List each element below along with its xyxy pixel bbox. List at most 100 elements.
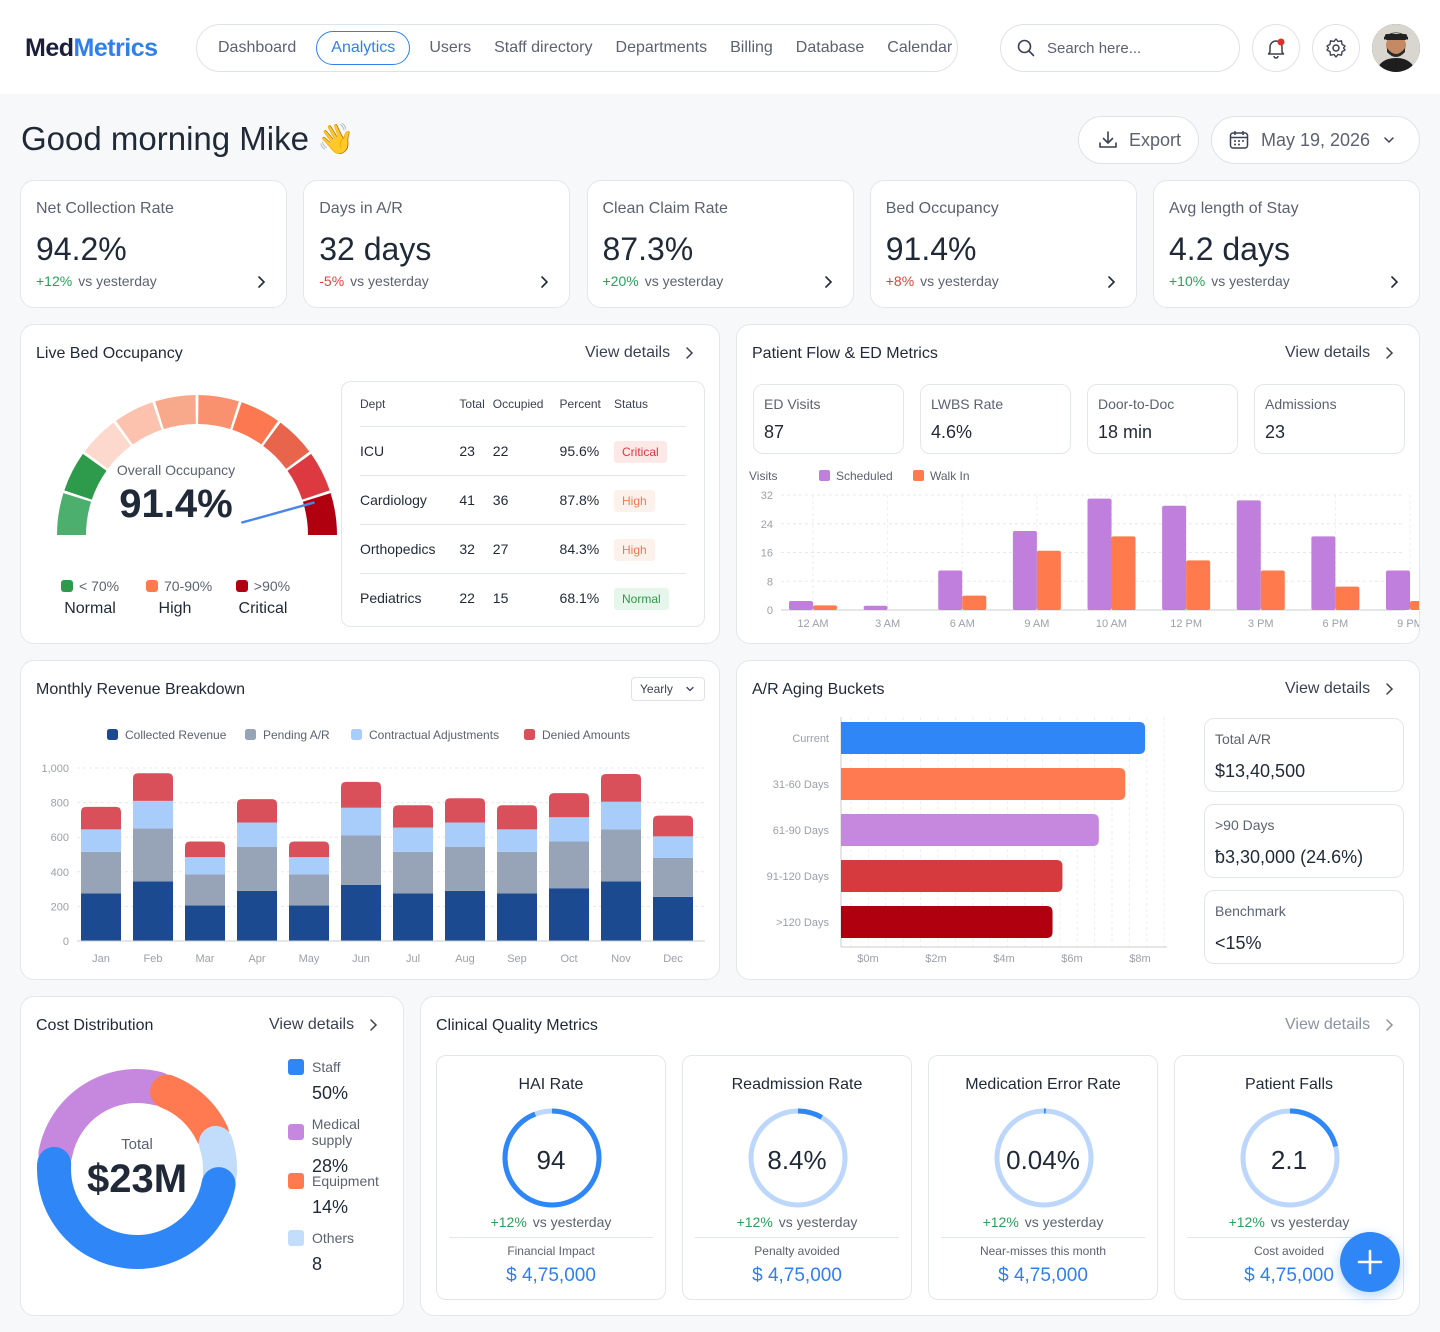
bar-segment-collected-revenue[interactable]	[341, 884, 381, 941]
bar-segment-collected-revenue[interactable]	[289, 905, 329, 941]
bar-segment-denied-amounts[interactable]	[601, 774, 641, 802]
bar-scheduled[interactable]	[1386, 570, 1410, 610]
bar-segment-collected-revenue[interactable]	[237, 890, 277, 941]
bar-segment-contractual-adjustments[interactable]	[133, 800, 173, 829]
bar-segment-pending-a-r[interactable]	[601, 829, 641, 882]
bar-segment-contractual-adjustments[interactable]	[237, 822, 277, 847]
bar-segment-contractual-adjustments[interactable]	[289, 857, 329, 875]
view-details-link[interactable]: View details	[269, 1016, 378, 1034]
kpi-open[interactable]	[1106, 275, 1116, 294]
export-button[interactable]: Export	[1078, 116, 1199, 164]
bar-segment-denied-amounts[interactable]	[445, 798, 485, 823]
bar-segment-contractual-adjustments[interactable]	[81, 829, 121, 852]
nav-item-database[interactable]: Database	[795, 39, 865, 56]
bar-segment-contractual-adjustments[interactable]	[341, 807, 381, 836]
kpi-open[interactable]	[256, 275, 266, 294]
table-row[interactable]: Pediatrics 22 15 68.1% Normal	[360, 573, 686, 622]
bar-scheduled[interactable]	[1162, 505, 1187, 610]
ar-bar[interactable]	[841, 860, 1063, 892]
bar-walk-in[interactable]	[1335, 586, 1360, 610]
bar-walk-in[interactable]	[1260, 570, 1285, 610]
bar-segment-contractual-adjustments[interactable]	[393, 827, 433, 852]
bar-scheduled[interactable]	[789, 601, 813, 610]
view-details-link[interactable]: View details	[1285, 1016, 1394, 1034]
bar-segment-denied-amounts[interactable]	[289, 841, 329, 858]
bar-segment-pending-a-r[interactable]	[185, 874, 225, 906]
kpi-open[interactable]	[539, 275, 549, 294]
bar-segment-contractual-adjustments[interactable]	[653, 836, 693, 858]
bar-segment-pending-a-r[interactable]	[445, 846, 485, 891]
bar-scheduled[interactable]	[1311, 536, 1336, 610]
bar-scheduled[interactable]	[1012, 530, 1037, 610]
bar-segment-contractual-adjustments[interactable]	[601, 801, 641, 830]
bar-segment-denied-amounts[interactable]	[185, 841, 225, 858]
bar-scheduled[interactable]	[863, 605, 888, 610]
bar-segment-collected-revenue[interactable]	[445, 890, 485, 941]
bar-segment-pending-a-r[interactable]	[393, 851, 433, 894]
view-details-link[interactable]: View details	[585, 344, 694, 362]
nav-item-users[interactable]: Users	[429, 39, 472, 56]
kpi-card[interactable]: Bed Occupancy 91.4% +8% vs yesterday	[869, 180, 1137, 308]
nav-item-calendar[interactable]: Calendar	[887, 39, 953, 56]
bar-segment-denied-amounts[interactable]	[237, 799, 277, 823]
bar-segment-collected-revenue[interactable]	[133, 881, 173, 941]
settings-button[interactable]	[1312, 24, 1360, 72]
bar-segment-pending-a-r[interactable]	[341, 835, 381, 885]
bar-scheduled[interactable]	[1236, 500, 1261, 610]
nav-item-staff-directory[interactable]: Staff directory	[494, 39, 593, 56]
kpi-card[interactable]: Avg length of Stay 4.2 days +10% vs yesterd…	[1153, 180, 1420, 308]
ar-bar[interactable]	[841, 814, 1099, 846]
nav-item-departments[interactable]: Departments	[615, 39, 708, 56]
bar-segment-pending-a-r[interactable]	[237, 846, 277, 891]
bar-segment-pending-a-r[interactable]	[81, 851, 121, 894]
ar-bar[interactable]	[841, 768, 1126, 800]
clinical-metric-card[interactable]: Readmission Rate 8.4% +12% vs yesterday Pena…	[682, 1055, 912, 1300]
bar-segment-pending-a-r[interactable]	[549, 841, 589, 889]
table-row[interactable]: Orthopedics 32 27 84.3% High	[360, 524, 686, 574]
bar-segment-denied-amounts[interactable]	[81, 806, 121, 830]
avatar[interactable]	[1372, 24, 1420, 72]
bar-segment-collected-revenue[interactable]	[185, 905, 225, 941]
bar-segment-collected-revenue[interactable]	[601, 881, 641, 941]
search-box[interactable]	[1000, 24, 1240, 72]
kpi-card[interactable]: Clean Claim Rate 87.3% +20% vs yesterday	[586, 180, 854, 308]
bar-walk-in[interactable]	[1186, 560, 1211, 610]
bar-segment-contractual-adjustments[interactable]	[549, 817, 589, 842]
clinical-metric-card[interactable]: Medication Error Rate 0.04% +12% vs yesterd…	[928, 1055, 1158, 1300]
bar-segment-collected-revenue[interactable]	[549, 888, 589, 941]
period-select[interactable]: Yearly	[631, 677, 705, 701]
clinical-metric-card[interactable]: HAI Rate 94 +12% vs yesterday Financial Impa…	[436, 1055, 666, 1300]
bar-walk-in[interactable]	[1036, 550, 1061, 610]
brand-logo[interactable]: MedMetrics	[25, 34, 158, 63]
view-details-link[interactable]: View details	[1285, 680, 1394, 698]
donut-slice-equipment[interactable]	[150, 1074, 230, 1151]
bar-segment-pending-a-r[interactable]	[289, 874, 329, 906]
search-input[interactable]	[1047, 39, 1227, 57]
nav-item-dashboard[interactable]: Dashboard	[218, 39, 297, 56]
bar-segment-contractual-adjustments[interactable]	[185, 857, 225, 875]
kpi-open[interactable]	[1389, 275, 1399, 294]
bar-walk-in[interactable]	[1111, 536, 1136, 610]
bar-segment-pending-a-r[interactable]	[133, 828, 173, 882]
bar-segment-denied-amounts[interactable]	[341, 781, 381, 808]
bar-segment-denied-amounts[interactable]	[653, 815, 693, 837]
kpi-card[interactable]: Days in A/R 32 days -5% vs yesterday	[303, 180, 571, 308]
bar-segment-collected-revenue[interactable]	[393, 893, 433, 941]
bar-segment-denied-amounts[interactable]	[549, 793, 589, 818]
nav-item-analytics[interactable]: Analytics	[316, 31, 411, 65]
view-details-link[interactable]: View details	[1285, 344, 1394, 362]
bar-scheduled[interactable]	[1087, 498, 1112, 610]
table-row[interactable]: Cardiology 41 36 87.8% High	[360, 475, 686, 525]
bar-walk-in[interactable]	[962, 595, 987, 610]
bar-segment-pending-a-r[interactable]	[653, 857, 693, 897]
bar-segment-denied-amounts[interactable]	[133, 773, 173, 801]
bar-segment-collected-revenue[interactable]	[81, 893, 121, 941]
bar-segment-contractual-adjustments[interactable]	[445, 822, 485, 847]
kpi-card[interactable]: Net Collection Rate 94.2% +12% vs yesterday	[20, 180, 287, 308]
table-row[interactable]: ICU 23 22 95.6% Critical	[360, 426, 686, 476]
bar-segment-denied-amounts[interactable]	[497, 805, 537, 830]
bar-walk-in[interactable]	[1410, 601, 1419, 610]
donut-slice-medical-supply[interactable]	[38, 1069, 175, 1171]
bar-scheduled[interactable]	[938, 570, 963, 610]
bar-walk-in[interactable]	[813, 605, 837, 610]
